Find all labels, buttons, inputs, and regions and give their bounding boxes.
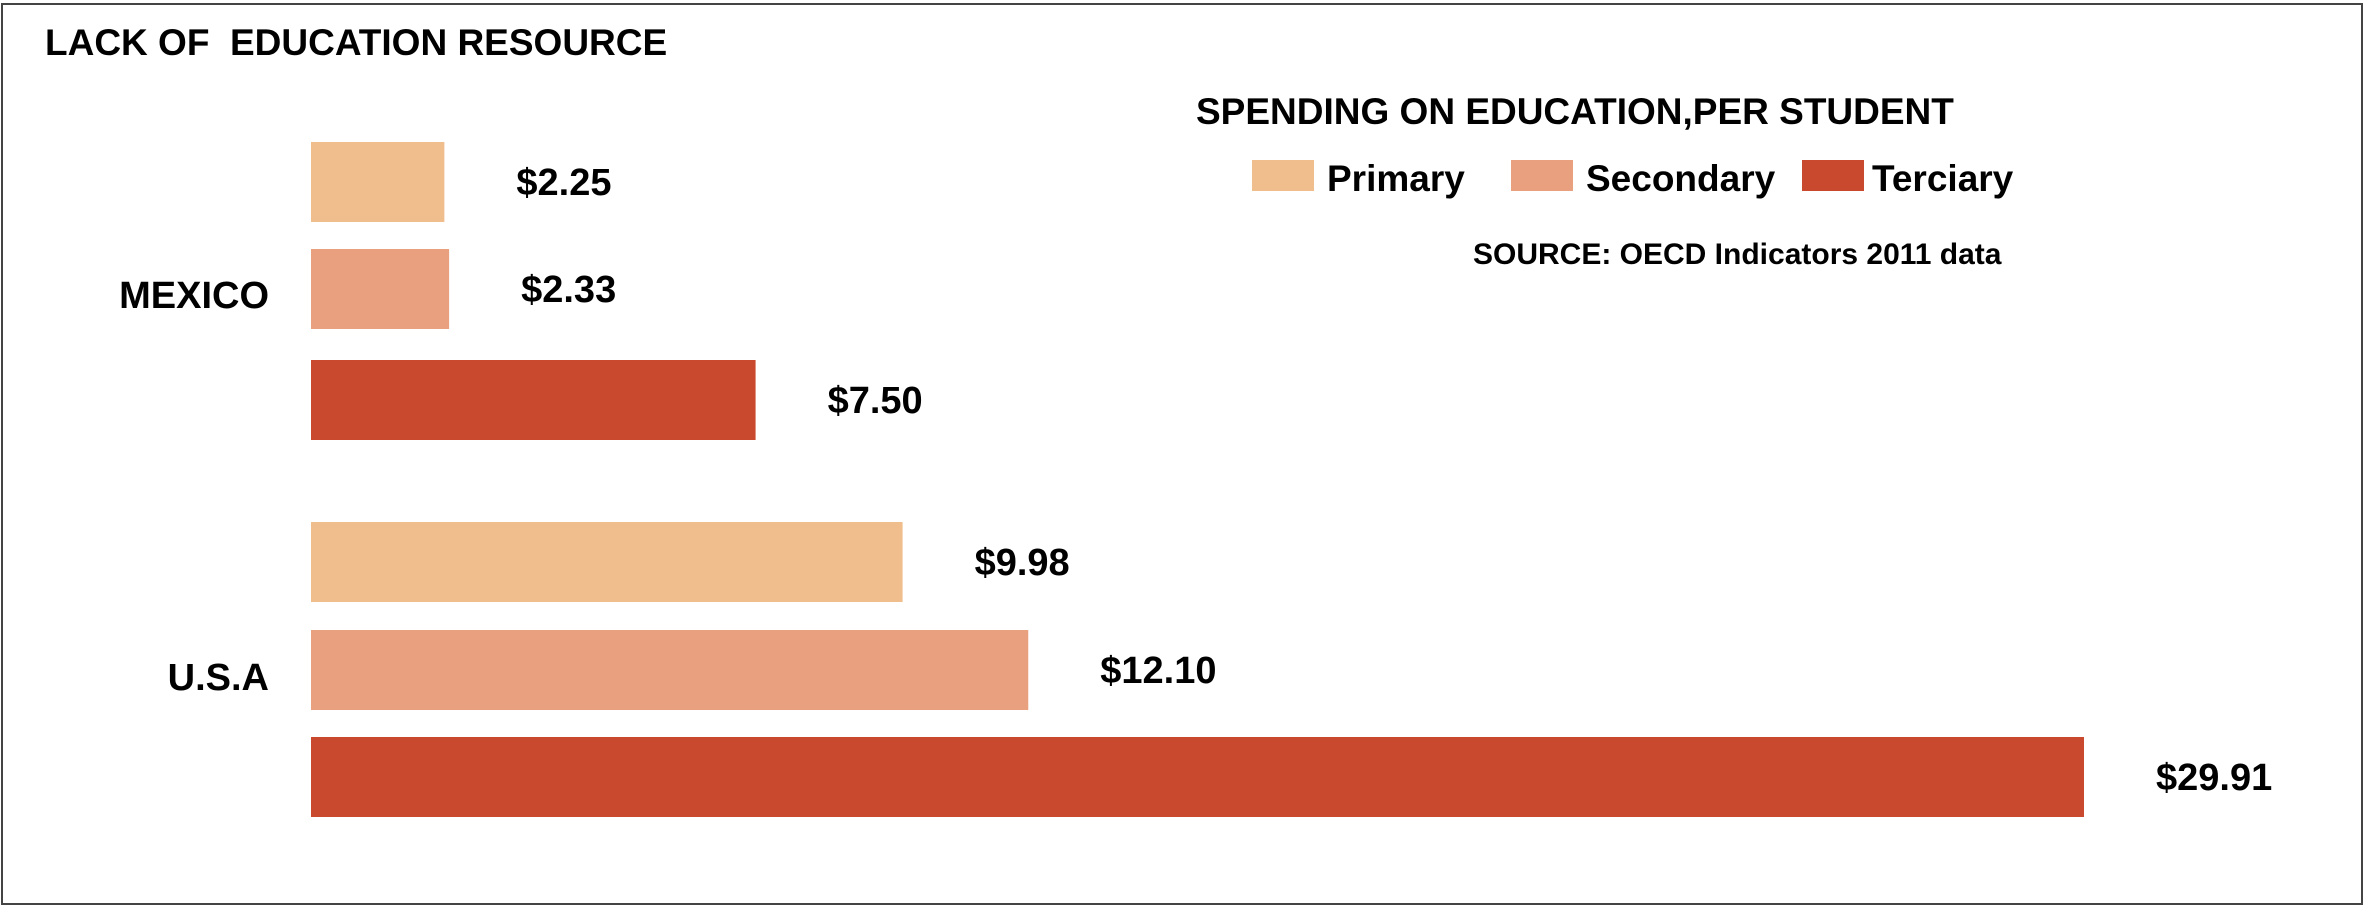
bar-u-s-a-secondary: [311, 630, 1029, 710]
value-labels: $2.25 $2.33 $7.50 $9.98 $12.10 $29.91: [516, 162, 2272, 799]
bar-mexico-terciary: [311, 360, 756, 440]
value-label-u-s-a-terciary: $29.91: [2156, 757, 2272, 799]
bar-u-s-a-primary: [311, 522, 903, 602]
value-label-u-s-a-primary: $9.98: [975, 542, 1070, 584]
chart-subtitle: SPENDING ON EDUCATION,PER STUDENT: [1196, 91, 1954, 132]
value-label-mexico-primary: $2.25: [516, 162, 611, 204]
legend-swatch-terciary: [1802, 160, 1864, 191]
legend-label-secondary: Secondary: [1586, 158, 1776, 199]
value-label-u-s-a-secondary: $12.10: [1100, 650, 1216, 692]
chart-title: LACK OF EDUCATION RESOURCE: [45, 22, 667, 63]
bar-mexico-primary: [311, 142, 445, 222]
category-label-u-s-a: U.S.A: [168, 657, 269, 699]
value-label-mexico-terciary: $7.50: [828, 380, 923, 422]
bar-mexico-secondary: [311, 249, 450, 329]
legend-label-primary: Primary: [1327, 158, 1465, 199]
source-note: SOURCE: OECD Indicators 2011 data: [1473, 238, 2002, 271]
legend-swatch-secondary: [1511, 160, 1573, 191]
value-label-mexico-secondary: $2.33: [521, 269, 616, 311]
legend-swatch-primary: [1252, 160, 1314, 191]
legend: Primary Secondary Terciary: [1252, 158, 2014, 199]
category-labels: MEXICO U.S.A: [119, 275, 269, 699]
category-label-mexico: MEXICO: [119, 275, 269, 317]
legend-label-terciary: Terciary: [1872, 158, 2014, 199]
bar-u-s-a-terciary: [311, 737, 2084, 817]
bars: [311, 142, 2084, 817]
